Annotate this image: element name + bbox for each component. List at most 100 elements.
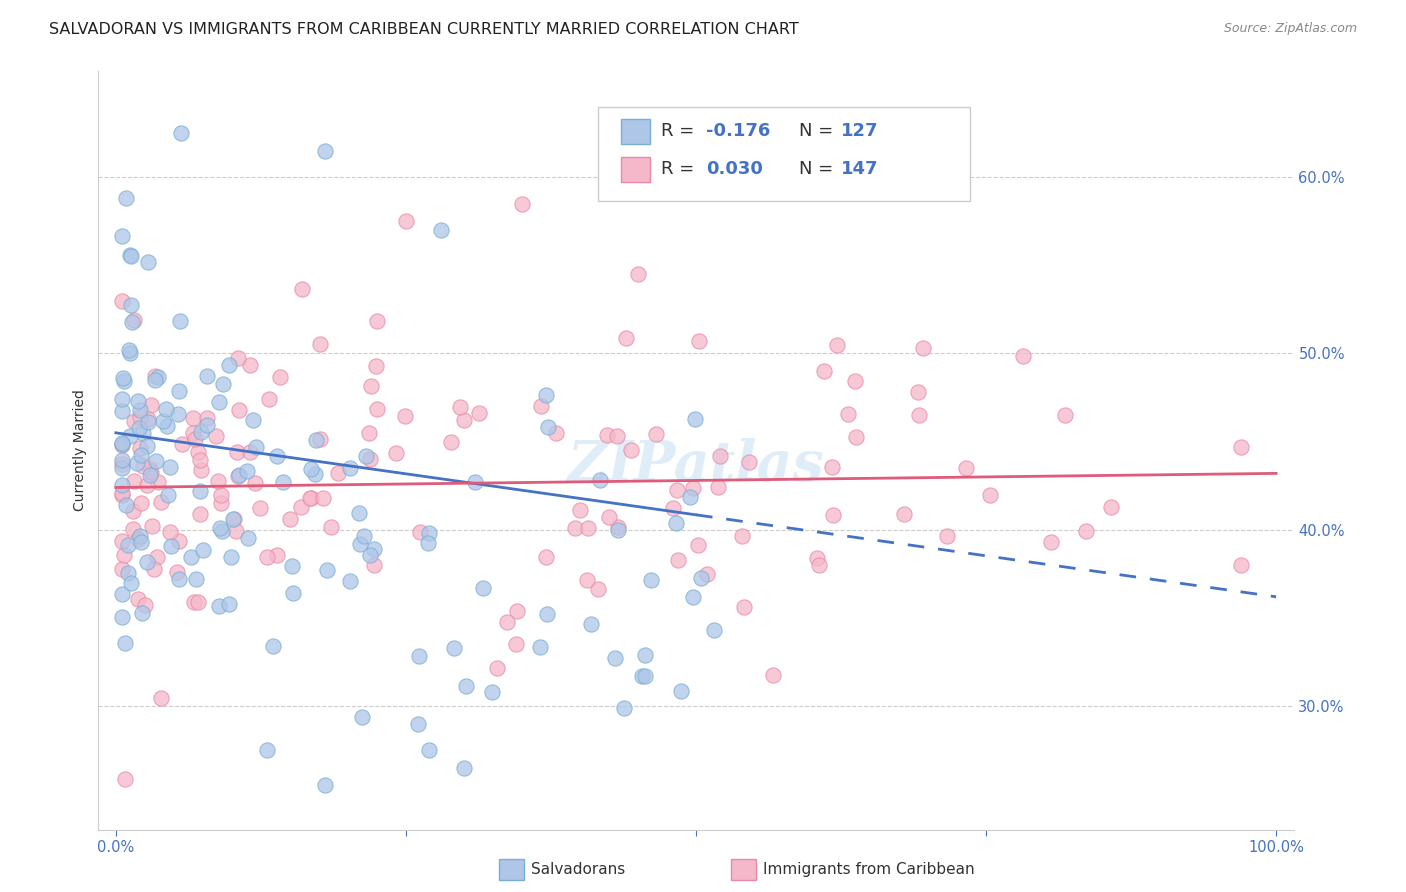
Point bbox=[440, 434, 463, 449]
Point bbox=[212, 376, 235, 391]
Point bbox=[481, 684, 503, 698]
Point bbox=[634, 648, 657, 662]
Point bbox=[534, 388, 557, 402]
Point bbox=[607, 523, 630, 537]
Point bbox=[209, 488, 232, 502]
Point bbox=[169, 314, 191, 328]
Point bbox=[620, 443, 643, 458]
Point bbox=[845, 430, 868, 444]
Point bbox=[682, 590, 704, 604]
Point bbox=[606, 429, 628, 443]
Text: R =: R = bbox=[661, 122, 700, 140]
Point bbox=[167, 407, 190, 421]
Point bbox=[596, 428, 619, 442]
Point bbox=[347, 506, 370, 520]
Point bbox=[128, 442, 150, 456]
Point bbox=[122, 523, 145, 537]
Point bbox=[456, 679, 478, 693]
Point bbox=[505, 637, 527, 651]
Point bbox=[146, 475, 169, 489]
Point bbox=[211, 524, 233, 539]
Point bbox=[1074, 524, 1097, 538]
Point bbox=[172, 437, 194, 451]
Point bbox=[128, 420, 150, 434]
Point bbox=[159, 459, 181, 474]
Point bbox=[679, 490, 702, 504]
Text: ZIPatlas: ZIPatlas bbox=[568, 438, 824, 493]
Point bbox=[195, 411, 218, 425]
Point bbox=[936, 529, 959, 543]
Point bbox=[226, 468, 249, 483]
Point bbox=[127, 393, 149, 408]
Point bbox=[806, 551, 828, 566]
Point bbox=[245, 440, 267, 454]
Point bbox=[204, 429, 226, 443]
Point bbox=[314, 779, 336, 793]
Point bbox=[136, 411, 159, 425]
Point bbox=[589, 473, 612, 487]
Point bbox=[614, 331, 637, 345]
Point bbox=[128, 403, 150, 417]
Point bbox=[159, 525, 181, 540]
Point bbox=[821, 508, 844, 522]
Point bbox=[135, 439, 157, 453]
Point bbox=[409, 525, 432, 540]
Point bbox=[193, 542, 215, 557]
Point bbox=[1229, 440, 1251, 454]
Point bbox=[125, 456, 148, 470]
Point bbox=[118, 429, 141, 443]
Point bbox=[121, 315, 143, 329]
Point bbox=[290, 500, 312, 515]
Point bbox=[187, 445, 209, 459]
Point bbox=[467, 406, 489, 420]
Point bbox=[190, 425, 212, 439]
Point bbox=[645, 426, 668, 441]
Point bbox=[120, 576, 142, 591]
Point bbox=[453, 413, 475, 427]
Point bbox=[111, 562, 134, 576]
Point bbox=[218, 358, 240, 372]
Point bbox=[955, 460, 977, 475]
Point bbox=[184, 572, 207, 586]
Point bbox=[665, 516, 688, 531]
Point bbox=[139, 398, 162, 412]
Text: N =: N = bbox=[799, 161, 838, 178]
Point bbox=[118, 343, 141, 357]
Point bbox=[143, 373, 166, 387]
Point bbox=[709, 449, 731, 463]
Point bbox=[316, 563, 339, 577]
Point bbox=[218, 597, 240, 611]
Point bbox=[145, 454, 167, 468]
Point bbox=[160, 539, 183, 553]
Point bbox=[703, 623, 725, 637]
Point bbox=[256, 550, 278, 565]
Point bbox=[359, 425, 381, 440]
Point bbox=[207, 394, 229, 409]
Point bbox=[907, 385, 929, 400]
Point bbox=[134, 599, 156, 613]
Point bbox=[908, 408, 931, 422]
Text: SALVADORAN VS IMMIGRANTS FROM CARIBBEAN CURRENTLY MARRIED CORRELATION CHART: SALVADORAN VS IMMIGRANTS FROM CARIBBEAN … bbox=[49, 22, 799, 37]
Point bbox=[568, 502, 591, 516]
Point bbox=[271, 475, 294, 489]
Point bbox=[190, 463, 212, 477]
Point bbox=[239, 445, 262, 459]
Point bbox=[534, 549, 557, 564]
Point bbox=[180, 550, 202, 565]
Point bbox=[304, 467, 326, 482]
Point bbox=[683, 412, 706, 426]
Text: Immigrants from Caribbean: Immigrants from Caribbean bbox=[763, 863, 976, 877]
Point bbox=[228, 467, 250, 482]
Point bbox=[120, 298, 142, 312]
Point bbox=[359, 548, 381, 562]
Point bbox=[280, 559, 302, 574]
Point bbox=[115, 191, 138, 205]
Point bbox=[688, 537, 710, 551]
Point bbox=[167, 384, 190, 398]
Point bbox=[111, 587, 134, 601]
Point bbox=[114, 772, 136, 787]
Point bbox=[825, 338, 848, 352]
Point bbox=[127, 592, 149, 607]
Point bbox=[696, 567, 718, 582]
Point bbox=[1230, 558, 1253, 572]
